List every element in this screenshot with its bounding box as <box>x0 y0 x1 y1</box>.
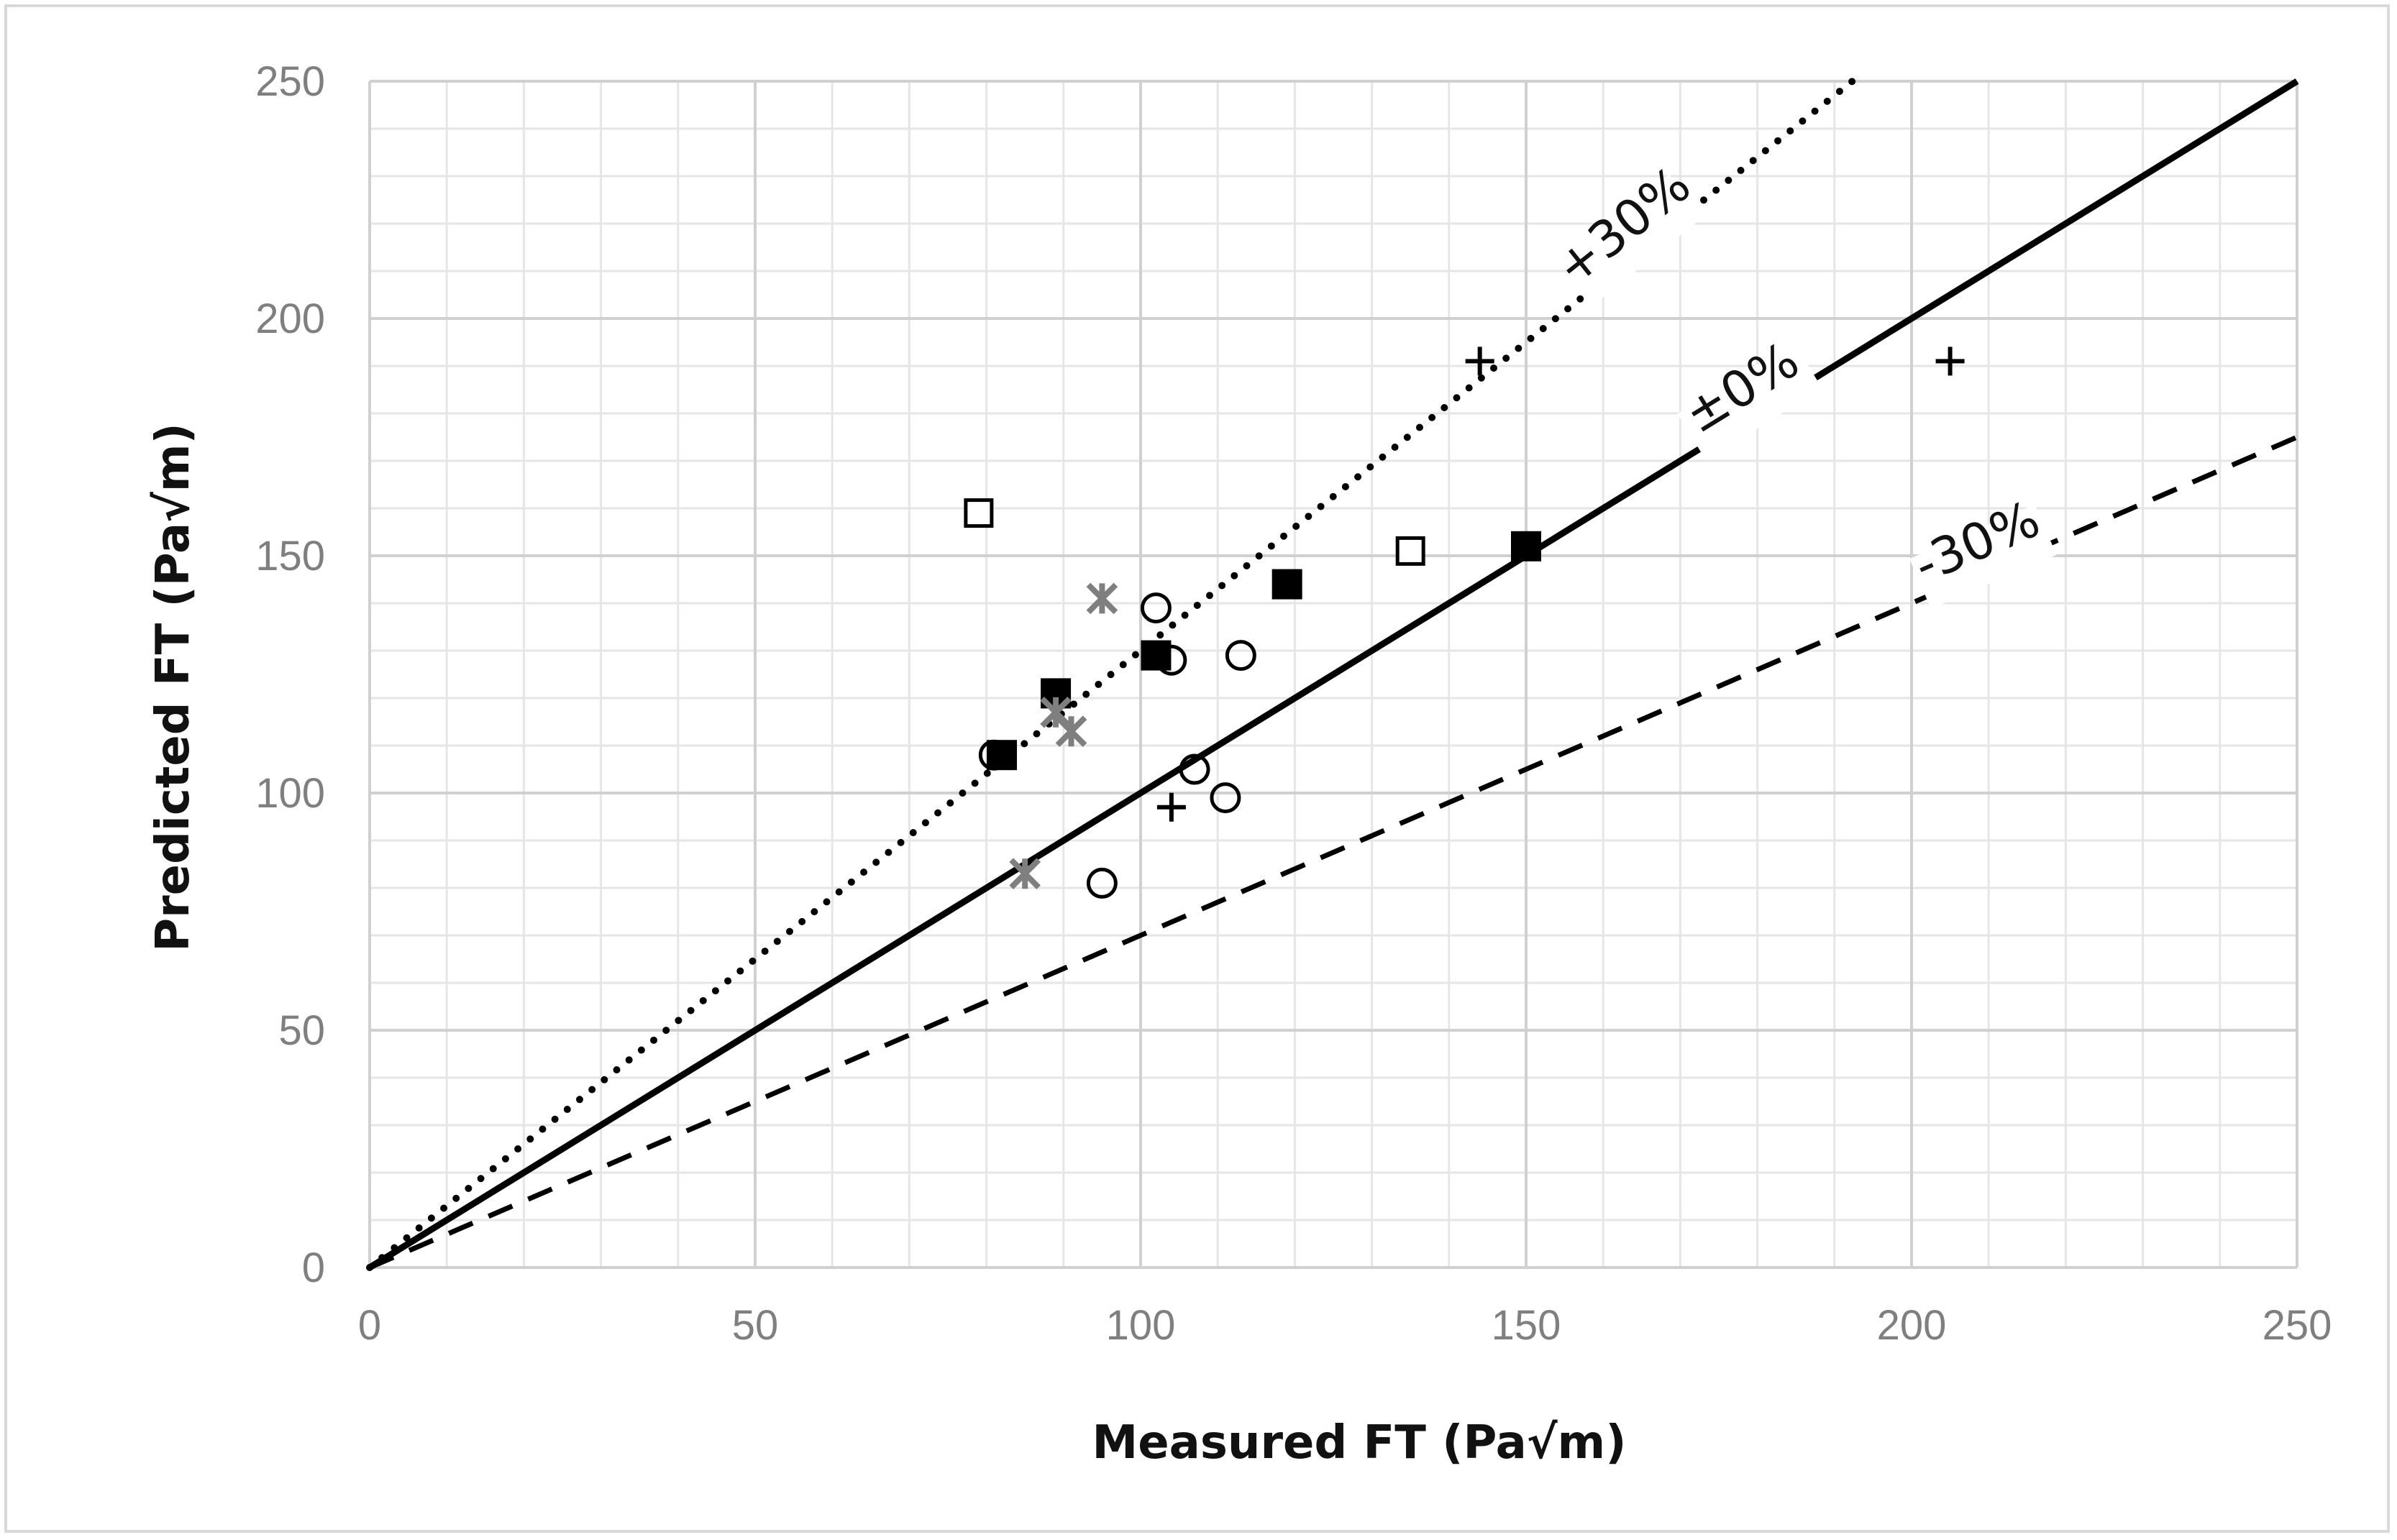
point-open-square <box>964 498 994 528</box>
point-filled-square <box>1141 640 1172 671</box>
x-tick-label: 200 <box>1877 1302 1947 1349</box>
y-axis-title: Predicted FT (Pa√m) <box>147 423 200 952</box>
point-plus <box>1935 347 1965 376</box>
point-open-circle <box>1210 782 1241 814</box>
minor-gridlines <box>370 81 2297 1268</box>
reference-lines <box>366 78 2299 1271</box>
scatter-chart: 0 50 100 150 200 250 0 50 100 150 200 250 +30% ±0%-… <box>147 58 2332 1470</box>
point-star <box>1009 858 1041 890</box>
x-axis-title: Measured FT (Pa√m) <box>1092 1416 1627 1470</box>
point-open-circle <box>1225 640 1256 672</box>
point-filled-square <box>1511 531 1541 562</box>
y-axis-tick-labels: 0 50 100 150 200 250 <box>255 58 325 1291</box>
point-filled-square <box>987 740 1018 771</box>
point-filled-square <box>1271 569 1302 600</box>
label-background <box>1562 174 1704 303</box>
x-axis-tick-labels: 0 50 100 150 200 250 <box>358 1302 2332 1349</box>
point-plus <box>1156 792 1186 822</box>
reference-line-labels: +30% ±0% -30% <box>1544 155 2057 609</box>
point-open-circle <box>1086 867 1118 899</box>
y-tick-label: 200 <box>255 295 325 342</box>
point-open-circle <box>1140 592 1172 624</box>
point-star <box>1086 582 1118 615</box>
reference-line-label-zero: ±0% <box>1674 331 1822 461</box>
point-open-circle <box>978 739 1010 771</box>
reference-line-label-minus30: -30% <box>1905 490 2057 609</box>
point-star <box>1055 715 1087 748</box>
reference-line-label-plus30: +30% <box>1544 155 1704 303</box>
point-open-circle <box>1156 644 1187 676</box>
chart-frame: 0 50 100 150 200 250 0 50 100 150 200 250 +30% ±0% -… <box>4 4 2390 1533</box>
y-tick-label: 250 <box>255 58 325 105</box>
label-background <box>1909 504 2057 609</box>
x-tick-label: 0 <box>358 1302 381 1349</box>
point-open-square <box>1395 536 1425 566</box>
data-points <box>964 347 1965 899</box>
point-open-circle <box>1179 753 1210 785</box>
x-tick-label: 50 <box>732 1302 779 1349</box>
major-gridlines <box>368 80 2298 1269</box>
y-tick-label: 50 <box>278 1007 325 1054</box>
x-tick-label: 250 <box>2263 1302 2332 1349</box>
reference-line-zero <box>367 78 2299 1270</box>
y-tick-label: 100 <box>255 770 325 817</box>
y-tick-label: 150 <box>255 533 325 579</box>
y-tick-label: 0 <box>302 1245 325 1291</box>
x-tick-label: 100 <box>1106 1302 1176 1349</box>
x-tick-label: 150 <box>1492 1302 1561 1349</box>
label-background <box>1677 342 1822 461</box>
point-plus <box>1465 347 1494 376</box>
